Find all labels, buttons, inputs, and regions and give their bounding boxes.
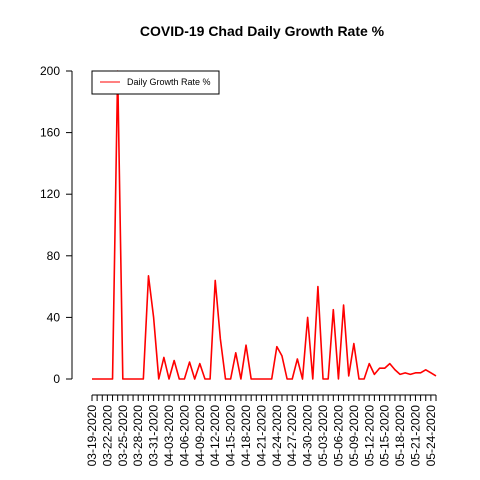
x-tick-label: 03-28-2020 <box>131 405 145 467</box>
plot-area <box>92 70 437 380</box>
x-tick-label: 05-06-2020 <box>331 405 345 467</box>
x-tick-label: 04-12-2020 <box>208 405 222 467</box>
y-tick-label: 200 <box>40 64 60 78</box>
x-tick-label: 04-27-2020 <box>285 405 299 467</box>
x-tick-label: 04-09-2020 <box>193 405 207 467</box>
x-tick-label: 04-06-2020 <box>177 405 191 467</box>
y-tick-label: 80 <box>47 249 61 263</box>
legend-box <box>91 70 220 95</box>
legend: Daily Growth Rate % <box>91 70 220 95</box>
x-tick-label: 05-15-2020 <box>378 405 392 467</box>
y-tick-label: 0 <box>53 372 60 386</box>
x-axis: 03-19-2020 03-22-2020 03-25-2020 03-28-2020… <box>85 394 438 467</box>
y-axis: 0 40 80 120 160 200 <box>40 64 73 386</box>
y-tick-label: 40 <box>47 310 61 324</box>
x-tick-label: 05-12-2020 <box>362 405 376 467</box>
series-line-daily-growth-rate <box>92 70 437 380</box>
x-tick-label: 05-21-2020 <box>408 405 422 467</box>
x-tick-label: 04-21-2020 <box>254 405 268 467</box>
x-tick-label: 05-24-2020 <box>424 405 438 467</box>
x-tick-label: 05-18-2020 <box>393 405 407 467</box>
y-tick-label: 160 <box>40 126 60 140</box>
x-tick-label: 04-03-2020 <box>162 405 176 467</box>
x-tick-label: 05-09-2020 <box>347 405 361 467</box>
x-tick-label: 04-18-2020 <box>239 405 253 467</box>
x-tick-label: 04-30-2020 <box>301 405 315 467</box>
x-tick-label: 03-19-2020 <box>85 405 99 467</box>
y-tick-label: 120 <box>40 187 60 201</box>
legend-label: Daily Growth Rate % <box>127 77 211 87</box>
x-tick-label: 03-22-2020 <box>100 405 114 467</box>
x-tick-label: 05-03-2020 <box>316 405 330 467</box>
x-tick-label: 04-15-2020 <box>224 405 238 467</box>
x-tick-label: 04-24-2020 <box>270 405 284 467</box>
x-tick-label: 03-25-2020 <box>116 405 130 467</box>
chart-title: COVID-19 Chad Daily Growth Rate % <box>140 23 385 39</box>
x-tick-label: 03-31-2020 <box>147 405 161 467</box>
